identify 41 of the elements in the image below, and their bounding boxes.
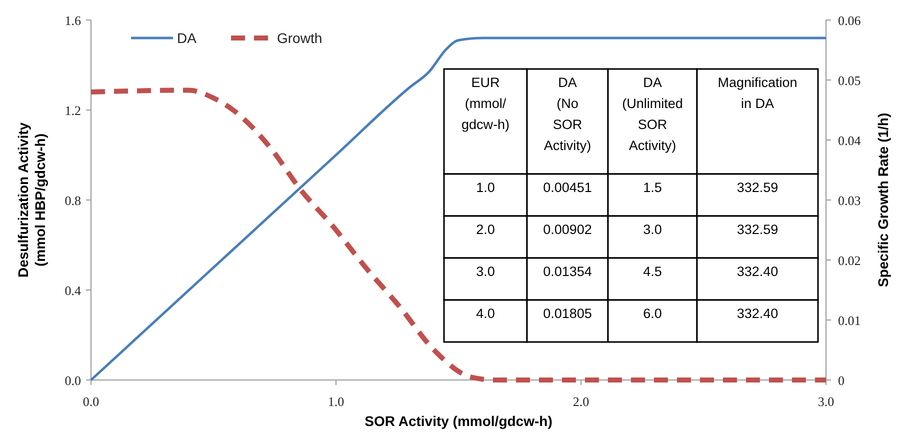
y2-tick-label: 0.03 bbox=[838, 193, 861, 208]
y-tick-label: 1.2 bbox=[64, 103, 81, 118]
y2-axis-title: Specific Growth Rate (1/h) bbox=[875, 112, 891, 288]
y-tick-label: 0.4 bbox=[64, 283, 82, 298]
annotation: 1.0 bbox=[476, 180, 495, 195]
annotation: 0.01805 bbox=[543, 306, 592, 321]
annotation: 3.0 bbox=[476, 264, 495, 279]
y-tick-label: 0.8 bbox=[64, 193, 81, 208]
annotation: EUR (mmol/ gdcw-h) bbox=[461, 75, 510, 132]
x-axis-title: SOR Activity (mmol/gdcw-h) bbox=[364, 413, 552, 429]
annotation: 0.00902 bbox=[543, 222, 592, 237]
x-tick-label: 1.0 bbox=[328, 394, 344, 409]
y2-tick-label: 0.05 bbox=[838, 73, 861, 88]
legend-label: DA bbox=[177, 30, 198, 46]
annotation: 332.59 bbox=[736, 222, 778, 237]
annotation: 4.5 bbox=[643, 264, 662, 279]
annotation: DA (Unlimited SOR Activity) bbox=[622, 75, 683, 153]
y-tick-label: 0.0 bbox=[64, 373, 81, 388]
x-tick-label: 2.0 bbox=[572, 394, 590, 409]
y-axis-title: Desulfurization Activity (mmol HBP/gdcw-h) bbox=[15, 122, 48, 278]
annotation: DA (No SOR Activity) bbox=[544, 75, 592, 153]
annotation: 1.5 bbox=[643, 180, 662, 195]
legend-label: Growth bbox=[277, 30, 322, 46]
annotation: 332.40 bbox=[736, 306, 778, 321]
y2-tick-label: 0.01 bbox=[838, 313, 861, 328]
annotation: 4.0 bbox=[476, 306, 495, 321]
annotation: 2.0 bbox=[476, 222, 495, 237]
annotation: 3.0 bbox=[643, 222, 662, 237]
annotation: 332.59 bbox=[736, 180, 778, 195]
annotation: 332.40 bbox=[736, 264, 778, 279]
annotation: 6.0 bbox=[643, 306, 662, 321]
x-tick-label: 3.0 bbox=[818, 394, 834, 409]
annotation: 0.01354 bbox=[543, 264, 592, 279]
y-tick-label: 1.6 bbox=[64, 13, 82, 28]
annotation: Magnification in DA bbox=[718, 75, 798, 111]
y2-tick-label: 0.06 bbox=[838, 13, 862, 28]
y2-tick-label: 0.02 bbox=[838, 253, 861, 268]
y2-tick-label: 0.04 bbox=[838, 133, 862, 148]
x-tick-label: 0.0 bbox=[82, 394, 100, 409]
annotation: 0.00451 bbox=[543, 180, 592, 195]
y2-tick-label: 0 bbox=[838, 373, 844, 388]
